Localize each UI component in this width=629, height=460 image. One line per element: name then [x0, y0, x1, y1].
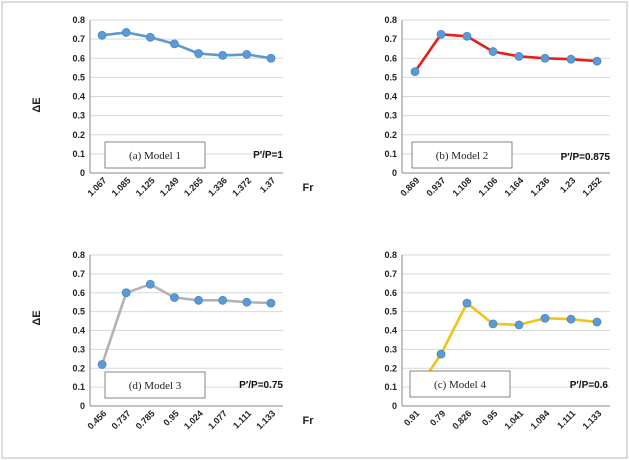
model-label-box [409, 370, 511, 398]
y-tick-label: 0.5 [72, 72, 85, 82]
y-tick-label: 0.1 [72, 149, 85, 159]
data-point [145, 32, 155, 42]
data-point [488, 47, 498, 56]
data-point [410, 67, 420, 77]
data-point [540, 53, 550, 63]
ratio-label: P′/P=0.75 [239, 380, 283, 391]
data-point [462, 31, 472, 41]
y-tick-label: 0.7 [72, 269, 85, 279]
y-tick-label: 0 [392, 168, 397, 178]
ratio-label: P′/P=1 [253, 150, 283, 161]
data-point [218, 50, 228, 60]
y-tick-label: 0.5 [384, 307, 397, 317]
y-tick-label: 0.3 [72, 344, 85, 354]
y-tick-label: 0.7 [384, 269, 397, 279]
chart-panel-4: 00.10.20.30.40.50.60.70.80.91 0.79 0.826 0.… [384, 250, 610, 431]
data-point [514, 51, 524, 61]
data-point [170, 39, 179, 49]
data-point [488, 319, 498, 329]
y-tick-label: 0.2 [384, 363, 397, 373]
data-point [121, 28, 131, 37]
data-point [170, 293, 179, 302]
y-tick-label: 0.6 [384, 288, 397, 298]
y-axis-title: ΔE [31, 310, 43, 325]
y-tick-label: 0.7 [384, 34, 397, 44]
y-tick-label: 0.6 [384, 53, 397, 63]
model-label-box [104, 371, 206, 399]
data-point [462, 298, 472, 308]
model-label-box [411, 141, 513, 169]
y-tick-label: 0.5 [72, 307, 85, 317]
y-tick-label: 0.2 [72, 363, 85, 373]
y-tick-label: 0 [80, 401, 85, 411]
data-point [566, 314, 576, 324]
x-axis-title: Fr [303, 182, 315, 194]
y-tick-label: 0.1 [384, 382, 397, 392]
data-point [592, 56, 602, 66]
ratio-label: P′/P=0.875 [561, 152, 611, 163]
y-tick-label: 0.4 [384, 92, 397, 102]
data-point [97, 30, 107, 40]
model-label: (b) Model 2 [436, 150, 489, 162]
data-point [218, 295, 228, 305]
y-tick-label: 0.4 [384, 326, 397, 336]
model-label: (d) Model 3 [129, 380, 182, 392]
y-tick-label: 0.7 [72, 34, 85, 44]
y-axis-title: ΔE [31, 97, 43, 112]
data-point [436, 29, 446, 39]
data-point [194, 295, 203, 305]
y-tick-label: 0.2 [384, 130, 397, 140]
ratio-label: P′/P=0.6 [570, 380, 609, 391]
y-tick-label: 0 [80, 168, 85, 178]
data-point [145, 279, 155, 289]
y-tick-label: 0.2 [72, 130, 85, 140]
model-label: (c) Model 4 [434, 379, 486, 391]
x-axis-title: Fr [303, 415, 315, 427]
data-point [566, 54, 576, 64]
y-tick-label: 0.1 [72, 382, 85, 392]
data-point [266, 53, 276, 63]
model-label-box [104, 141, 206, 169]
data-point [121, 288, 131, 298]
y-tick-label: 0.3 [384, 111, 397, 121]
model-label: (a) Model 1 [129, 150, 181, 162]
y-tick-label: 0.8 [72, 15, 85, 25]
data-point [266, 298, 276, 308]
y-tick-label: 0.8 [384, 15, 397, 25]
y-tick-label: 0.5 [384, 72, 397, 82]
data-point [540, 313, 550, 323]
y-tick-label: 0.8 [72, 250, 85, 260]
data-point [592, 317, 602, 327]
y-tick-label: 0.6 [72, 288, 85, 298]
y-tick-label: 0.3 [384, 344, 397, 354]
data-point [242, 297, 252, 307]
y-tick-label: 0.3 [72, 111, 85, 121]
data-point [242, 50, 252, 59]
data-point [97, 360, 107, 369]
y-tick-label: 0.6 [72, 53, 85, 63]
y-tick-label: 0.8 [384, 250, 397, 260]
y-tick-label: 0.1 [384, 149, 397, 159]
data-point [514, 320, 524, 330]
y-tick-label: 0.4 [72, 92, 85, 102]
y-tick-label: 0 [392, 401, 397, 411]
data-point [194, 49, 203, 58]
data-point [436, 349, 446, 359]
y-tick-label: 0.4 [72, 326, 85, 336]
